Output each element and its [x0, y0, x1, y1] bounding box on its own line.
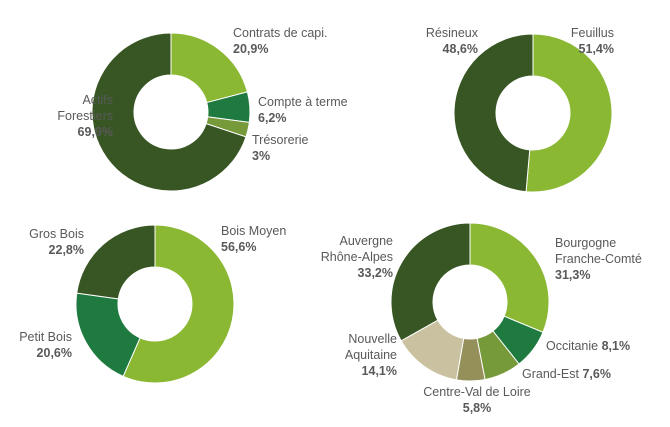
slice-resineux: [453, 33, 534, 193]
slice-label-bourgogne-franche-comte: Bourgogne Franche-Comté 31,3%: [555, 236, 642, 282]
donut-chart-4: Bourgogne Franche-Comté 31,3% Occitanie 8,1…: [321, 222, 642, 415]
slice-label-auvergne-rhone-alpes: Auvergne Rhône-Alpes 33,2%: [321, 234, 393, 280]
donut-chart-2: Feuillus 51,4% Résineux 48,6%: [426, 26, 614, 193]
slice-auvergne-rhone-alpes: [390, 222, 471, 342]
slice-bois-moyen: [122, 224, 235, 384]
slice-label-actifs-forestiers: Actifs Forestiers 69,9%: [57, 93, 113, 139]
slice-label-petit-bois: Petit Bois 20,6%: [19, 330, 72, 360]
slice-label-grand-est: Grand-Est 7,6%: [522, 367, 611, 381]
slice-label-feuillus: Feuillus 51,4%: [571, 26, 614, 56]
slice-contrats-de-capi: [170, 32, 249, 104]
slice-label-contrats-de-capi: Contrats de capi. 20,9%: [233, 26, 328, 56]
slice-label-bois-moyen: Bois Moyen 56,6%: [221, 224, 286, 254]
slice-label-centre-val-de-loire: Centre-Val de Loire 5,8%: [423, 385, 531, 415]
slice-label-tresorerie: Trésorerie 3%: [252, 133, 309, 163]
slice-label-compte-a-terme: Compte à terme 6,2%: [258, 95, 348, 125]
slice-actifs-forestiers: [91, 32, 247, 192]
donut-chart-1: Contrats de capi. 20,9% Compte à terme 6,2%…: [57, 26, 348, 192]
slice-gros-bois: [76, 224, 156, 300]
slice-label-gros-bois: Gros Bois 22,8%: [29, 227, 84, 257]
slice-label-resineux: Résineux 48,6%: [426, 26, 479, 56]
donut-chart-3: Bois Moyen 56,6% Petit Bois 20,6% Gros Bois 2…: [19, 224, 286, 384]
slice-label-nouvelle-aquitaine: Nouvelle Aquitaine 14,1%: [345, 332, 397, 378]
slice-label-occitanie: Occitanie 8,1%: [546, 339, 630, 353]
slice-bourgogne-franche-comte: [469, 222, 550, 333]
slice-feuillus: [525, 33, 613, 193]
